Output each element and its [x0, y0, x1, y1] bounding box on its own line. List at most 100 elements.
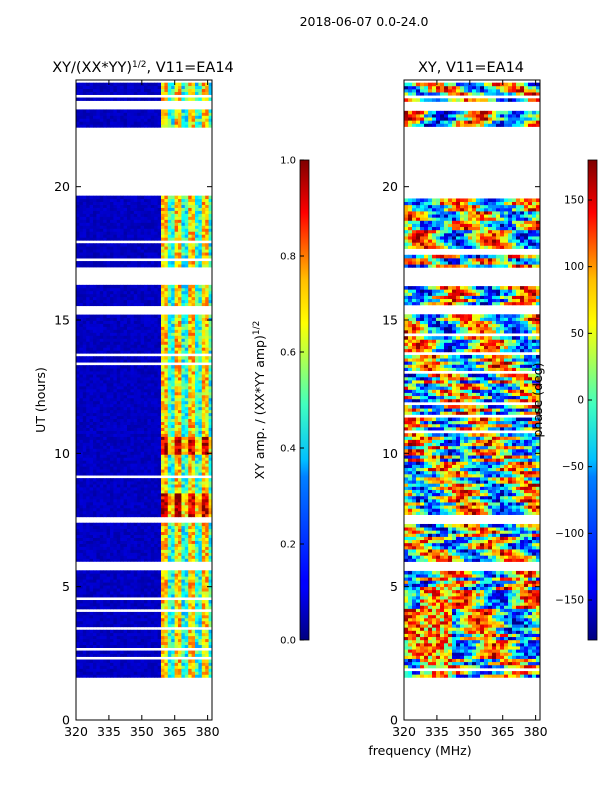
- amp-cell: [205, 543, 209, 547]
- amp-cell: [93, 296, 97, 301]
- amp-cell: [198, 430, 203, 434]
- amp-cell: [144, 243, 148, 247]
- amp-cell: [201, 380, 206, 384]
- amp-cell: [79, 424, 84, 428]
- amp-cell: [178, 264, 182, 268]
- amp-cell: [164, 638, 169, 643]
- amp-cell: [133, 638, 138, 643]
- amp-cell: [93, 510, 97, 515]
- amp-cell: [86, 436, 90, 440]
- amp-cell: [157, 388, 162, 393]
- amp-cell: [150, 469, 155, 473]
- amp-cell: [99, 264, 104, 268]
- amp-cell: [110, 284, 114, 289]
- amp-cell: [113, 445, 118, 449]
- amp-cell: [99, 388, 104, 393]
- amp-cell: [103, 510, 107, 515]
- amp-cell: [137, 400, 141, 405]
- amp-cell: [164, 415, 169, 420]
- amp-cell: [96, 299, 101, 304]
- amp-cell: [137, 418, 141, 423]
- amp-cell: [171, 484, 175, 488]
- amp-cell: [184, 406, 189, 411]
- amp-cell: [140, 588, 145, 592]
- amp-cell: [120, 344, 124, 348]
- amp-cell: [137, 421, 141, 425]
- amp-cell: [130, 674, 135, 678]
- amp-cell: [154, 463, 158, 467]
- amp-cell: [178, 400, 182, 405]
- amp-cell: [205, 350, 209, 354]
- amp-cell: [195, 623, 199, 628]
- amp-cell: [137, 415, 141, 420]
- amp-cell: [140, 406, 145, 411]
- amp-cell: [86, 555, 90, 559]
- amp-cell: [188, 644, 192, 648]
- amp-cell: [79, 546, 84, 550]
- amp-cell: [167, 403, 172, 408]
- amp-cell: [99, 347, 104, 351]
- amp-cell: [76, 555, 80, 559]
- amp-cell: [195, 603, 199, 607]
- amp-cell: [140, 469, 145, 473]
- amp-cell: [127, 549, 131, 553]
- amp-cell: [133, 451, 138, 455]
- amp-cell: [82, 427, 87, 431]
- amp-cell: [184, 582, 189, 586]
- amp-cell: [157, 385, 162, 390]
- amp-cell: [147, 400, 152, 405]
- amp-cell: [140, 507, 145, 512]
- amp-cell: [208, 344, 213, 348]
- amp-cell: [99, 674, 104, 678]
- amp-cell: [130, 623, 135, 628]
- amp-cell: [130, 356, 135, 360]
- amp-cell: [144, 371, 148, 375]
- amp-cell: [89, 638, 94, 643]
- amp-cell: [208, 249, 213, 253]
- amp-cell: [110, 255, 114, 259]
- amp-cell: [150, 549, 155, 553]
- amp-cell: [167, 424, 172, 428]
- amp-cell: [154, 659, 158, 663]
- amp-cell: [76, 326, 80, 330]
- amp-cell: [82, 329, 87, 333]
- amp-cell: [178, 377, 182, 381]
- amp-cell: [157, 495, 162, 500]
- amp-cell: [181, 365, 186, 369]
- amp-cell: [79, 290, 84, 295]
- amp-cell: [93, 617, 97, 622]
- amp-cell: [137, 603, 141, 607]
- amp-cell: [154, 605, 158, 610]
- amp-cell: [137, 472, 141, 476]
- amp-cell: [120, 335, 124, 339]
- amp-cell: [144, 261, 148, 265]
- amp-cell: [103, 412, 107, 417]
- amp-cell: [174, 603, 179, 607]
- amp-cell: [93, 668, 97, 672]
- amp-cell: [184, 546, 189, 550]
- left-panel: XY/(XX*YY)1/2, V11=EA14 320 335 350 365 380 …: [33, 60, 234, 739]
- amp-cell: [178, 326, 182, 330]
- amp-cell: [86, 659, 90, 663]
- amp-cell: [106, 445, 111, 449]
- amp-cell: [137, 579, 141, 583]
- amp-cell: [184, 335, 189, 339]
- amp-cell: [116, 495, 121, 500]
- amp-cell: [93, 234, 97, 238]
- amp-cell: [96, 576, 101, 580]
- amp-cell: [181, 674, 186, 678]
- amp-cell: [130, 635, 135, 640]
- amp-cell: [99, 332, 104, 336]
- amp-cell: [195, 594, 199, 598]
- amp-cell: [154, 261, 158, 265]
- amp-cell: [140, 662, 145, 666]
- amp-cell: [86, 463, 90, 467]
- amp-cell: [79, 492, 84, 497]
- amp-cell: [195, 246, 199, 250]
- amp-cell: [96, 650, 101, 654]
- amp-cell: [89, 457, 94, 461]
- amp-cell: [123, 478, 128, 482]
- amp-cell: [133, 287, 138, 292]
- amp-cell: [167, 582, 172, 586]
